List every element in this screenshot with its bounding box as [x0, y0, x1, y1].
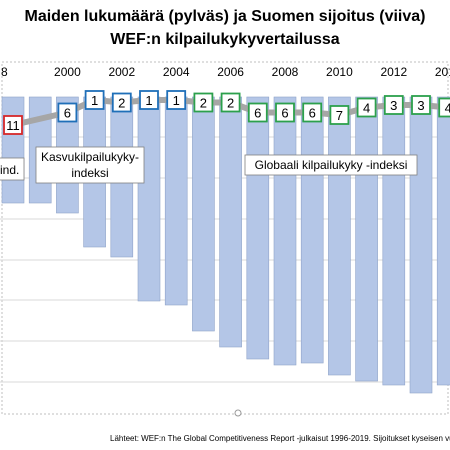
annotation-global-text: Globaali kilpailukyky -indeksi — [255, 158, 408, 172]
rank-marker-2012 — [383, 95, 404, 115]
x-tick-label: 8 — [1, 65, 8, 79]
rank-label-1998: 11 — [6, 118, 20, 133]
rank-marker-2004 — [166, 90, 187, 110]
rank-label-2012: 3 — [390, 98, 397, 113]
annotation-global-box — [244, 154, 418, 176]
bar-2012 — [382, 96, 406, 386]
frame-handle — [234, 409, 242, 417]
rank-label-2002: 2 — [118, 96, 125, 111]
bar-1998 — [1, 96, 25, 204]
x-tick-label: 2006 — [217, 65, 244, 79]
rank-marker-2011 — [356, 97, 377, 118]
bar-2005 — [192, 96, 215, 332]
bar-2011 — [355, 96, 378, 382]
annotation-left-box — [0, 157, 25, 181]
bar-2014 — [436, 96, 450, 386]
rank-label-2000: 6 — [64, 106, 71, 121]
source-note: Lähteet: WEF:n The Global Competitivenes… — [110, 434, 450, 443]
chart-title-line2: WEF:n kilpailukykyvertailussa — [110, 31, 340, 48]
x-tick-label: 2004 — [163, 65, 190, 79]
rank-label-2003: 1 — [145, 93, 152, 108]
rank-marker-2013 — [411, 95, 431, 115]
bar-2006 — [219, 96, 242, 348]
rank-marker-2008 — [275, 102, 295, 123]
rank-marker-2006 — [220, 92, 241, 113]
annotation-growth-line1: Kasvukilpailukyky- — [41, 150, 139, 164]
x-tick-label: 2010 — [326, 65, 353, 79]
x-tick-label: 2014 — [435, 65, 450, 79]
rank-label-2008: 6 — [281, 106, 288, 121]
rank-label-2004: 1 — [173, 93, 180, 108]
bar-2010 — [328, 96, 351, 376]
rank-marker-2002 — [111, 92, 132, 113]
rank-label-2010: 7 — [336, 108, 343, 123]
rank-label-2011: 4 — [363, 101, 370, 116]
rank-marker-2001 — [84, 90, 105, 110]
rank-label-2006: 2 — [227, 96, 234, 111]
annotation-growth-line2: indeksi — [71, 166, 108, 180]
rank-label-2013: 3 — [417, 98, 424, 113]
rank-marker-2014 — [438, 97, 450, 118]
chart-title-line1: Maiden lukumäärä (pylväs) ja Suomen sijo… — [24, 8, 426, 25]
rank-label-2014: 4 — [445, 101, 450, 116]
rank-marker-2000 — [57, 102, 78, 123]
rank-marker-2010 — [329, 105, 350, 125]
rank-label-2005: 2 — [200, 96, 207, 111]
bar-2004 — [164, 96, 188, 306]
bar-2009 — [300, 96, 324, 364]
bar-2003 — [137, 96, 161, 302]
rank-marker-2009 — [302, 102, 323, 123]
rank-marker-2007 — [247, 102, 268, 123]
annotation-left-text: ind. — [0, 163, 19, 177]
bar-2007 — [246, 96, 270, 360]
rank-label-2007: 6 — [254, 106, 261, 121]
rank-label-2009: 6 — [309, 106, 316, 121]
rank-marker-2005 — [193, 92, 214, 113]
annotation-growth-box — [35, 146, 145, 184]
bar-2008 — [273, 96, 297, 366]
rank-marker-2003 — [139, 90, 159, 110]
bar-2013 — [409, 96, 433, 394]
rank-marker-1998 — [3, 115, 23, 135]
x-tick-label: 2008 — [272, 65, 299, 79]
rank-label-2001: 1 — [91, 93, 98, 108]
x-tick-label: 2000 — [54, 65, 81, 79]
x-tick-label: 2002 — [108, 65, 135, 79]
x-tick-label: 2012 — [380, 65, 407, 79]
